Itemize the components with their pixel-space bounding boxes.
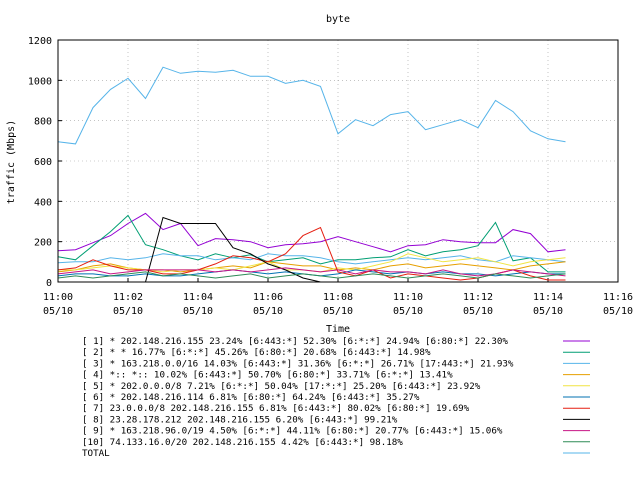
y-tick-label: 1200 xyxy=(28,36,52,47)
x-tick-label-date: 05/10 xyxy=(393,306,423,317)
x-tick-label-time: 11:12 xyxy=(463,292,493,303)
legend-label-1: [ 1] * 202.148.216.155 23.24% [6:443:*] … xyxy=(82,336,508,347)
x-tick-label-date: 05/10 xyxy=(533,306,563,317)
x-tick-label-date: 05/10 xyxy=(463,306,493,317)
legend-label-8: [ 8] 23.28.178.212 202.148.216.155 6.20%… xyxy=(82,414,398,425)
x-tick-label-time: 11:08 xyxy=(323,292,353,303)
x-axis: 11:00 05/10 11:02 05/10 11:04 05/10 11:06 05/10… xyxy=(43,278,633,317)
legend-label-10: [10] 74.133.16.0/20 202.148.216.155 4.42… xyxy=(82,437,403,448)
grid xyxy=(58,40,618,282)
legend-label-2: [ 2] * * 16.77% [6:*:*] 45.26% [6:80:*] … xyxy=(82,347,431,358)
x-tick-label-time: 11:16 xyxy=(603,292,633,303)
y-tick-label: 400 xyxy=(34,197,52,208)
y-tick-label: 200 xyxy=(34,238,52,249)
legend-label-4: [ 4] *:: *:: 10.02% [6:443:*] 50.70% [6:… xyxy=(82,370,453,381)
series-line-9 xyxy=(57,267,566,277)
chart-title: byte xyxy=(326,14,350,25)
plot-frame xyxy=(57,39,619,283)
series-line-8 xyxy=(58,216,566,283)
legend-label-11: TOTAL xyxy=(82,448,110,459)
x-axis-label: Time xyxy=(326,324,350,335)
legend-label-7: [ 7] 23.0.0.0/8 202.148.216.155 6.81% [6… xyxy=(82,403,470,414)
legend-label-5: [ 5] * 202.0.0.0/8 7.21% [6:*:*] 50.04% … xyxy=(82,381,481,392)
y-axis-label: traffic (Mbps) xyxy=(6,120,17,204)
x-tick-label-time: 11:10 xyxy=(393,292,423,303)
series-line-11 xyxy=(57,66,566,145)
y-tick-label: 600 xyxy=(34,157,52,168)
series-line-7 xyxy=(57,226,566,281)
legend-label-9: [ 9] * 163.218.96.0/19 4.50% [6:*:*] 44.… xyxy=(82,426,503,437)
legend-label-6: [ 6] * 202.148.216.114 6.81% [6:80:*] 64… xyxy=(82,392,420,403)
y-tick-label: 0 xyxy=(46,278,52,289)
x-tick-label-date: 05/10 xyxy=(183,306,213,317)
x-tick-label-time: 11:14 xyxy=(533,292,563,303)
series-line-3 xyxy=(57,253,566,265)
x-tick-label-date: 05/10 xyxy=(253,306,283,317)
x-tick-label-time: 11:02 xyxy=(113,292,143,303)
x-tick-label-date: 05/10 xyxy=(43,306,73,317)
x-tick-label-date: 05/10 xyxy=(603,306,633,317)
y-tick-label: 1000 xyxy=(28,76,52,87)
series-line-10 xyxy=(57,271,566,279)
series-line-2 xyxy=(57,214,566,273)
y-axis: 0 200 400 600 800 1000 1200 xyxy=(28,36,62,289)
series-line-1 xyxy=(57,212,566,253)
legend-label-3: [ 3] * 163.218.0.0/16 14.03% [6:443:*] 3… xyxy=(82,358,514,369)
x-tick-label-time: 11:04 xyxy=(183,292,213,303)
legend: [ 1] * 202.148.216.155 23.24% [6:443:*] … xyxy=(82,336,590,459)
x-tick-label-date: 05/10 xyxy=(323,306,353,317)
x-tick-label-date: 05/10 xyxy=(113,306,143,317)
x-tick-label-time: 11:00 xyxy=(43,292,73,303)
series-lines xyxy=(57,66,566,283)
x-tick-label-time: 11:06 xyxy=(253,292,283,303)
y-tick-label: 800 xyxy=(34,117,52,128)
